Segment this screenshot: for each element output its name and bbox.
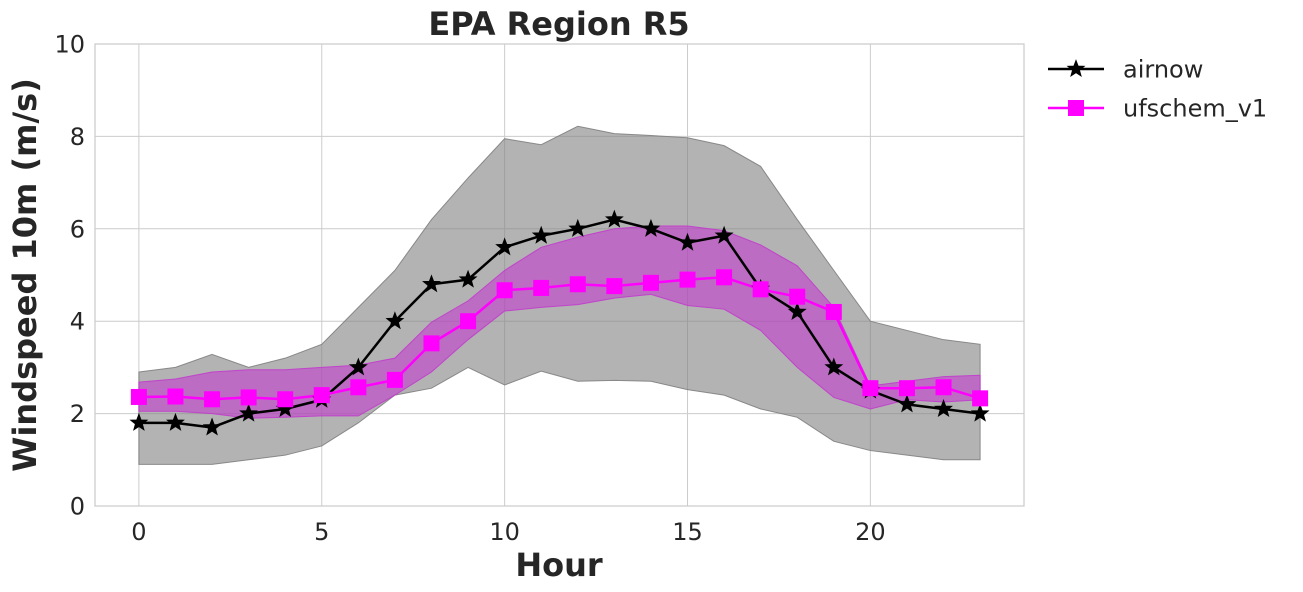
- airnow-point: [678, 232, 697, 251]
- ufschem_v1-point: [130, 388, 147, 405]
- airnow-line: [138, 218, 981, 429]
- ufschem_v1-point: [496, 282, 513, 299]
- airnow-point: [824, 357, 844, 376]
- x-tick-label: 15: [672, 518, 703, 546]
- y-tick-label: 2: [70, 400, 85, 428]
- ufschem_v1-point: [862, 380, 879, 397]
- ufschem_v1-point: [606, 278, 623, 295]
- plot-frame: [94, 43, 1025, 507]
- ufschem_v1-point: [350, 379, 367, 396]
- x-tick-label: 5: [314, 518, 329, 546]
- ufschem_v1-point: [204, 391, 221, 408]
- ufschem_v1-point: [898, 380, 915, 397]
- legend-label-airnow: airnow: [1123, 56, 1203, 84]
- ufschem_v1-point: [460, 313, 477, 330]
- ufschem_v1-point: [825, 303, 842, 320]
- y-tick-label: 10: [54, 31, 85, 59]
- bands: [138, 125, 981, 465]
- y-tick-label: 4: [70, 308, 85, 336]
- ufschem_v1-point: [240, 389, 257, 406]
- legend: airnow ufschem_v1: [1048, 56, 1267, 123]
- airnow-point: [897, 394, 917, 413]
- x-tick-label: 0: [131, 518, 146, 546]
- ufschem_v1-point: [533, 279, 550, 296]
- airnow-point: [787, 302, 807, 320]
- ufschem_v1-point: [642, 274, 659, 291]
- legend-label-ufschem_v1: ufschem_v1: [1123, 95, 1267, 123]
- series-markers: [129, 209, 990, 436]
- ufschem_v1-point: [277, 391, 294, 408]
- airnow-point: [568, 218, 588, 237]
- x-tick-labels: 0 5 10 15 20: [131, 518, 885, 546]
- x-tick-label: 20: [855, 518, 886, 546]
- ufschem_v1-point: [423, 335, 440, 352]
- ufschem_v1-point: [569, 276, 586, 293]
- airnow-point: [385, 311, 405, 330]
- airnow-point: [531, 225, 551, 244]
- ufschem_v1-point: [679, 271, 696, 288]
- chart-title: EPA Region R5: [428, 5, 689, 43]
- x-tick-label: 10: [489, 518, 520, 546]
- airnow-point: [202, 417, 222, 436]
- airnow-point: [495, 237, 515, 256]
- ufschem_v1-point: [752, 281, 769, 298]
- airnow-point: [458, 269, 478, 288]
- ufschem_v1-point: [789, 288, 806, 305]
- y-tick-label: 8: [70, 123, 85, 151]
- x-axis-label: Hour: [515, 546, 603, 584]
- ufschem_v1-point: [313, 387, 330, 404]
- y-axis-label: Windspeed 10m (m/s): [6, 78, 44, 472]
- airnow-point: [129, 412, 149, 431]
- airnow-point: [641, 218, 661, 237]
- airnow-point: [422, 274, 441, 293]
- y-tick-labels: 0 2 4 6 8 10: [54, 31, 85, 521]
- airnow-point: [934, 399, 953, 418]
- airnow-point: [166, 412, 185, 431]
- ufschem_v1-point: [716, 269, 733, 286]
- airnow-point: [348, 357, 368, 376]
- airnow-point: [604, 209, 624, 228]
- ufschem_v1-point: [386, 371, 403, 388]
- legend-marker-ufschem_v1: [1068, 100, 1084, 116]
- ufschem_v1-point: [972, 390, 989, 407]
- airnow-point: [239, 403, 259, 422]
- airnow-point: [714, 225, 734, 244]
- ufschem_v1-point: [167, 388, 184, 405]
- y-tick-label: 6: [70, 215, 85, 243]
- y-tick-label: 0: [70, 493, 85, 521]
- ufschem_v1-point: [935, 379, 952, 396]
- legend-marker-airnow: [1066, 59, 1086, 78]
- airnow-point: [970, 403, 990, 422]
